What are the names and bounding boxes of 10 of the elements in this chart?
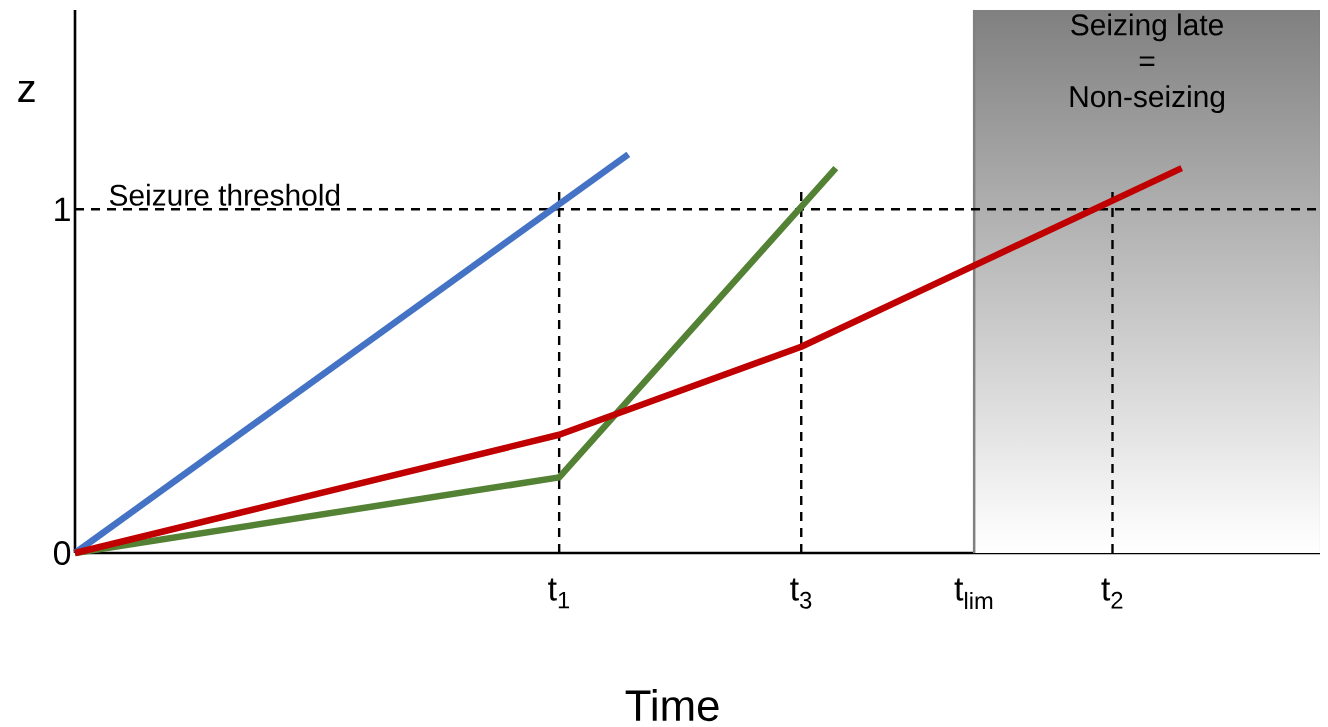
- y-axis-title: z: [18, 80, 35, 102]
- x-tick-label: t$_{2}$: [1101, 578, 1123, 609]
- x-axis-title: Time: [625, 688, 719, 722]
- x-tick-label: t$_{lim}$: [954, 578, 993, 610]
- y-tick-label: 1: [55, 197, 70, 221]
- ref-line-label: Seizure threshold: [109, 183, 340, 206]
- x-tick-label: t$_{3}$: [790, 578, 812, 609]
- x-tick-label: t$_{1}$: [548, 578, 570, 609]
- y-tick-label: 0: [53, 541, 71, 565]
- annotation: Seizing late = Non-seizing: [1070, 13, 1225, 114]
